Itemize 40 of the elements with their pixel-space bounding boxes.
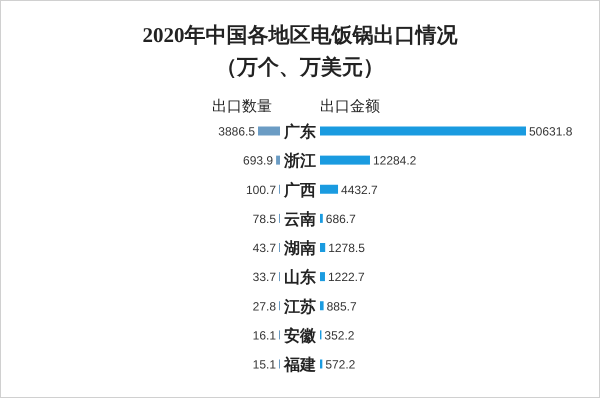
y-tick-label: 广东	[283, 123, 316, 141]
data-label: 50631.8	[529, 124, 573, 138]
data-label: 33.7	[252, 270, 276, 284]
bar	[320, 243, 326, 252]
series-label: 出口金额	[320, 98, 380, 115]
bar	[320, 184, 338, 194]
data-label: 100.7	[246, 182, 276, 197]
series-label: 出口数量	[212, 98, 272, 115]
data-label: 1222.7	[328, 270, 366, 284]
y-tick-label: 浙江	[283, 152, 316, 170]
data-label: 1278.5	[328, 241, 366, 255]
y-tick-label: 湖南	[283, 240, 316, 258]
data-label: 693.9	[243, 154, 274, 168]
data-label: 3886.5	[218, 124, 256, 138]
bar	[320, 301, 324, 310]
data-label: 4432.7	[341, 182, 378, 197]
data-label: 78.5	[252, 212, 276, 226]
bar	[320, 156, 370, 165]
chart-title: 2020年中国各地区电饭锅出口情况	[142, 23, 458, 47]
data-label: 885.7	[326, 299, 357, 314]
data-label: 16.1	[252, 328, 276, 342]
bar	[258, 126, 280, 136]
data-label: 352.2	[324, 328, 355, 342]
data-label: 572.2	[325, 358, 356, 372]
bar	[320, 126, 526, 136]
bar	[276, 156, 280, 165]
data-label: 15.1	[252, 358, 276, 372]
data-label: 27.8	[252, 299, 276, 314]
y-tick-label: 山东	[284, 268, 316, 287]
bar	[320, 272, 325, 282]
y-tick-label: 安徽	[284, 326, 317, 345]
data-label: 12284.2	[372, 154, 417, 168]
y-tick-label: 江苏	[283, 298, 316, 316]
data-label: 43.7	[252, 241, 276, 255]
bar	[320, 214, 323, 223]
y-tick-label: 广西	[283, 181, 316, 200]
y-tick-label: 福建	[283, 356, 316, 374]
chart-subtitle: （万个、万美元）	[216, 55, 384, 79]
data-label: 686.7	[326, 212, 356, 226]
y-tick-label: 云南	[284, 210, 316, 228]
